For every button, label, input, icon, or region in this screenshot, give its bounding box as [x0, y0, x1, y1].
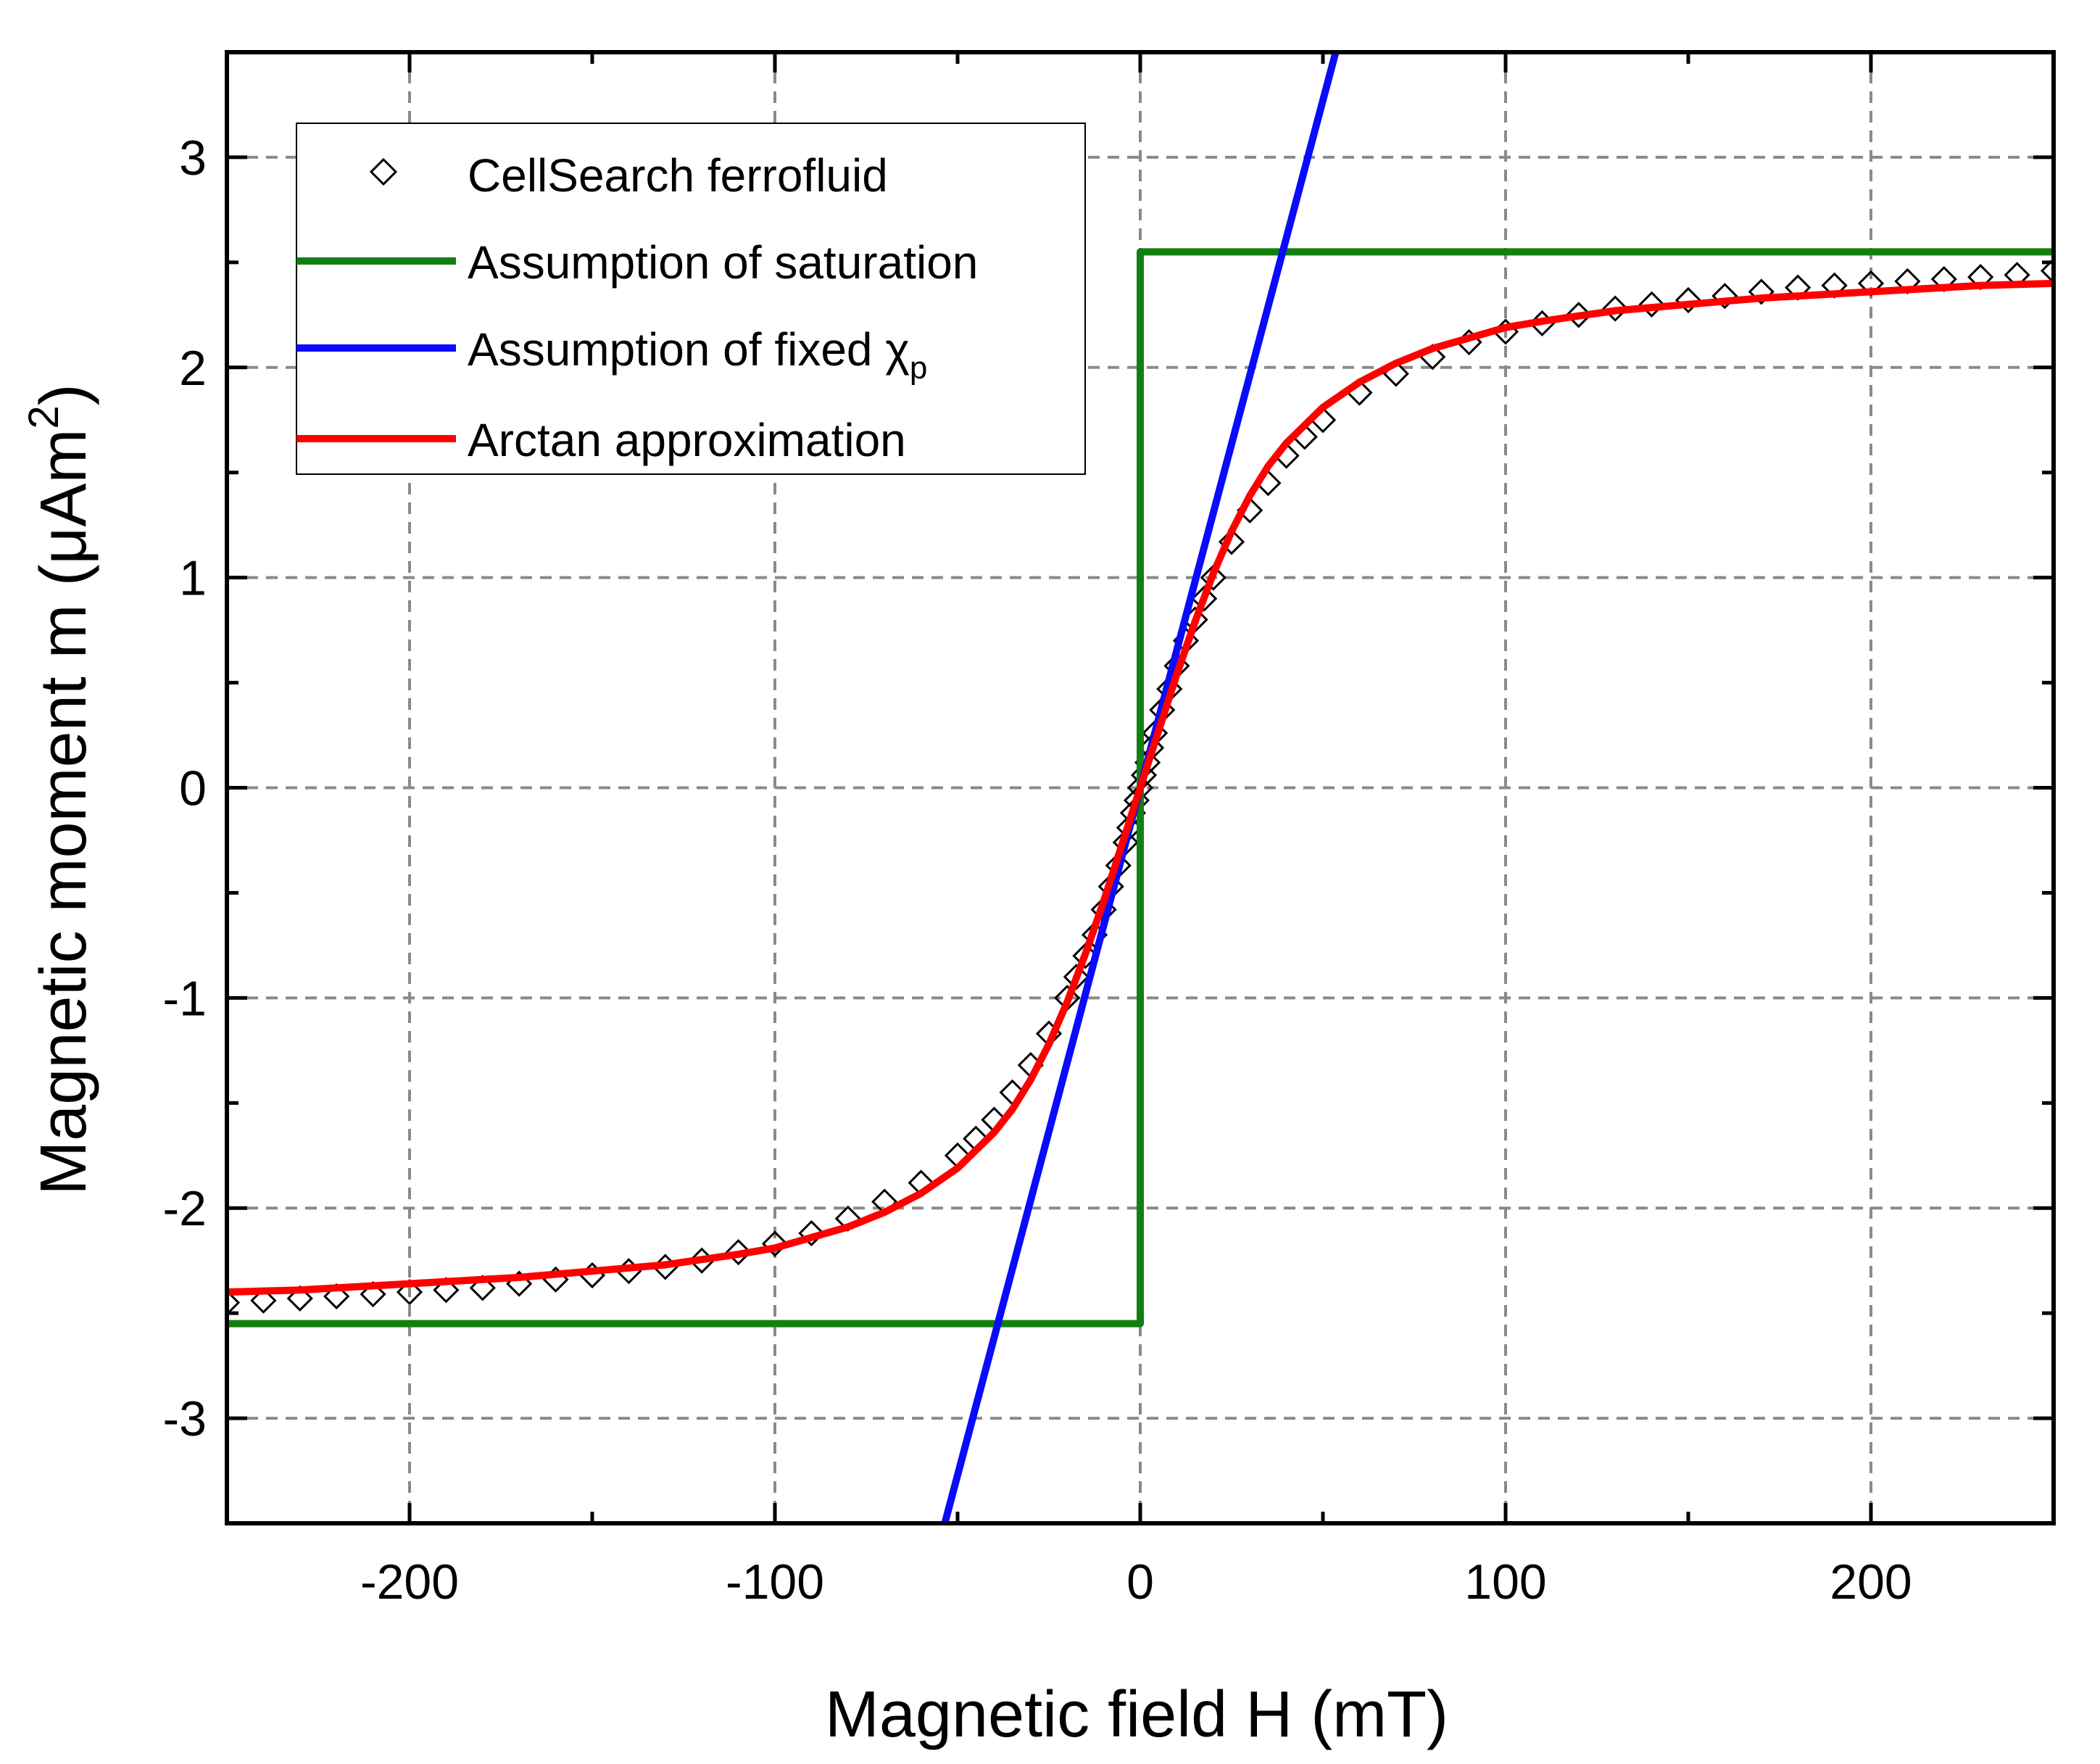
x-axis-title: Magnetic field H (mT) [825, 1678, 1448, 1751]
legend-label-fixed-chi-main: Assumption of fixed χ [468, 323, 910, 376]
data-point-marker [323, 1283, 350, 1310]
tick-marks [225, 50, 2056, 1525]
y-axis-title-main: Magnetic moment m ( [28, 564, 100, 1195]
y-tick-labels: -3 -2 -1 0 1 2 3 [163, 131, 207, 1446]
data-point-marker [396, 1279, 423, 1306]
data-point-marker [250, 1287, 277, 1314]
data-point-marker [798, 1220, 825, 1247]
data-point-marker [433, 1277, 460, 1304]
data-point-marker [1674, 286, 1702, 314]
x-tick-label: 100 [1464, 1554, 1546, 1610]
y-axis-title-sup: 2 [20, 405, 67, 428]
data-point-marker [1191, 585, 1218, 612]
y-axis-title-mu: μ [28, 527, 100, 565]
y-tick-label: 2 [179, 341, 207, 396]
legend-marker-data [369, 157, 398, 186]
y-tick-label: 0 [179, 761, 207, 816]
x-tick-label: 0 [1126, 1554, 1154, 1610]
data-point-marker [1218, 529, 1245, 555]
data-point-marker [2040, 257, 2054, 284]
data-point-marker [725, 1238, 752, 1266]
y-tick-label: -2 [163, 1181, 207, 1236]
legend-box [296, 123, 1086, 475]
legend-label-data: CellSearch ferrofluid [468, 149, 888, 202]
data-point-marker [469, 1275, 496, 1301]
x-tick-label: -100 [726, 1554, 824, 1610]
data-point-marker [286, 1285, 313, 1312]
data-point-marker [360, 1280, 386, 1308]
y-tick-label: -1 [163, 971, 207, 1026]
y-tick-label: 3 [179, 131, 207, 186]
data-point-marker [1711, 283, 1738, 310]
x-tick-label: 200 [1830, 1554, 1912, 1610]
series-arctan-approximation [227, 279, 2054, 1296]
legend: CellSearch ferrofluid Assumption of satu… [296, 123, 1086, 475]
data-point-marker [1638, 291, 1665, 318]
x-tick-labels: -200 -100 0 100 200 [360, 1554, 1912, 1610]
y-axis-title-unit: Am [28, 429, 100, 527]
y-tick-label: -3 [163, 1391, 207, 1446]
data-point-marker [1565, 302, 1592, 328]
y-axis-title-close: ) [28, 384, 100, 405]
legend-label-fixed-chi-sub: p [910, 350, 927, 386]
data-point-marker [761, 1230, 789, 1257]
series-layer [227, 52, 2054, 1523]
data-point-marker [1200, 564, 1227, 591]
x-tick-label: -200 [360, 1554, 459, 1610]
legend-label-saturation: Assumption of saturation [468, 236, 978, 289]
data-point-marker [1602, 295, 1629, 322]
data-point-marker [1063, 964, 1090, 990]
legend-label-arctan: Arctan approximation [468, 414, 906, 466]
y-axis-title: Magnetic moment m (μAm2) [20, 384, 100, 1195]
legend-label-fixed-chi: Assumption of fixed χp [468, 323, 927, 386]
data-point-marker [1748, 278, 1775, 305]
data-point-marker [227, 1289, 241, 1316]
y-tick-label: 1 [179, 551, 207, 606]
